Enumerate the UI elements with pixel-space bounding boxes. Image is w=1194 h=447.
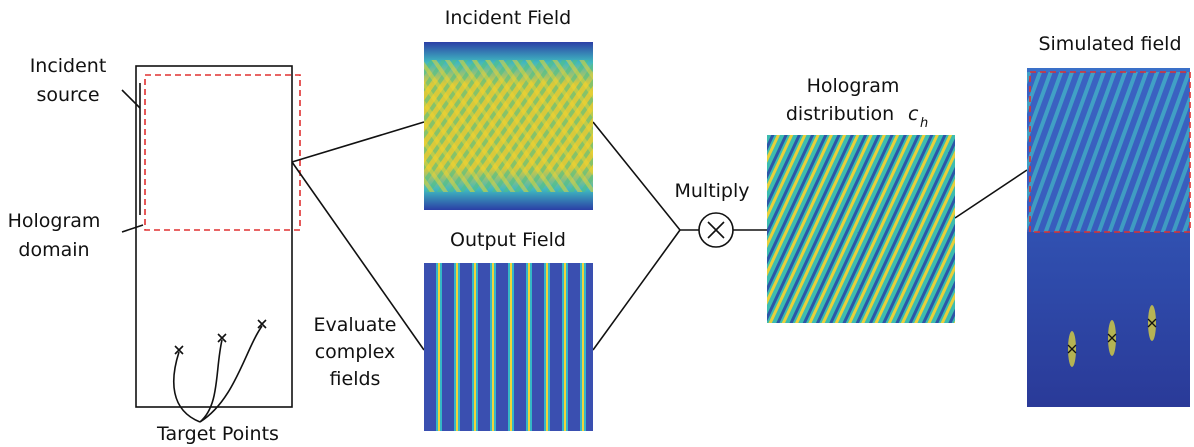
title: Incident Field bbox=[445, 7, 572, 29]
label: Multiply bbox=[674, 180, 749, 202]
title: Simulated field bbox=[1038, 33, 1181, 55]
label: source bbox=[36, 84, 99, 106]
label: complex bbox=[315, 341, 396, 363]
label: Evaluate bbox=[314, 314, 397, 336]
title: Output Field bbox=[450, 229, 566, 251]
label: fields bbox=[330, 368, 381, 390]
label: domain bbox=[18, 239, 89, 261]
field-texture bbox=[424, 60, 593, 192]
title: distribution bbox=[786, 103, 894, 125]
subscript: h bbox=[920, 116, 928, 131]
domain-box bbox=[136, 66, 292, 407]
pointer bbox=[122, 225, 143, 232]
field-texture bbox=[1027, 72, 1190, 232]
label: Incident bbox=[30, 55, 107, 77]
label: Target Points bbox=[156, 423, 279, 445]
field-image bbox=[767, 135, 955, 323]
title: Hologram bbox=[807, 75, 900, 97]
symbol: c bbox=[908, 103, 919, 125]
pointer bbox=[122, 90, 140, 108]
field-image bbox=[424, 263, 593, 431]
label: Hologram bbox=[8, 210, 101, 232]
hologram-region bbox=[145, 75, 300, 230]
diagram: Incident source Hologram domain Target P… bbox=[0, 0, 1194, 447]
